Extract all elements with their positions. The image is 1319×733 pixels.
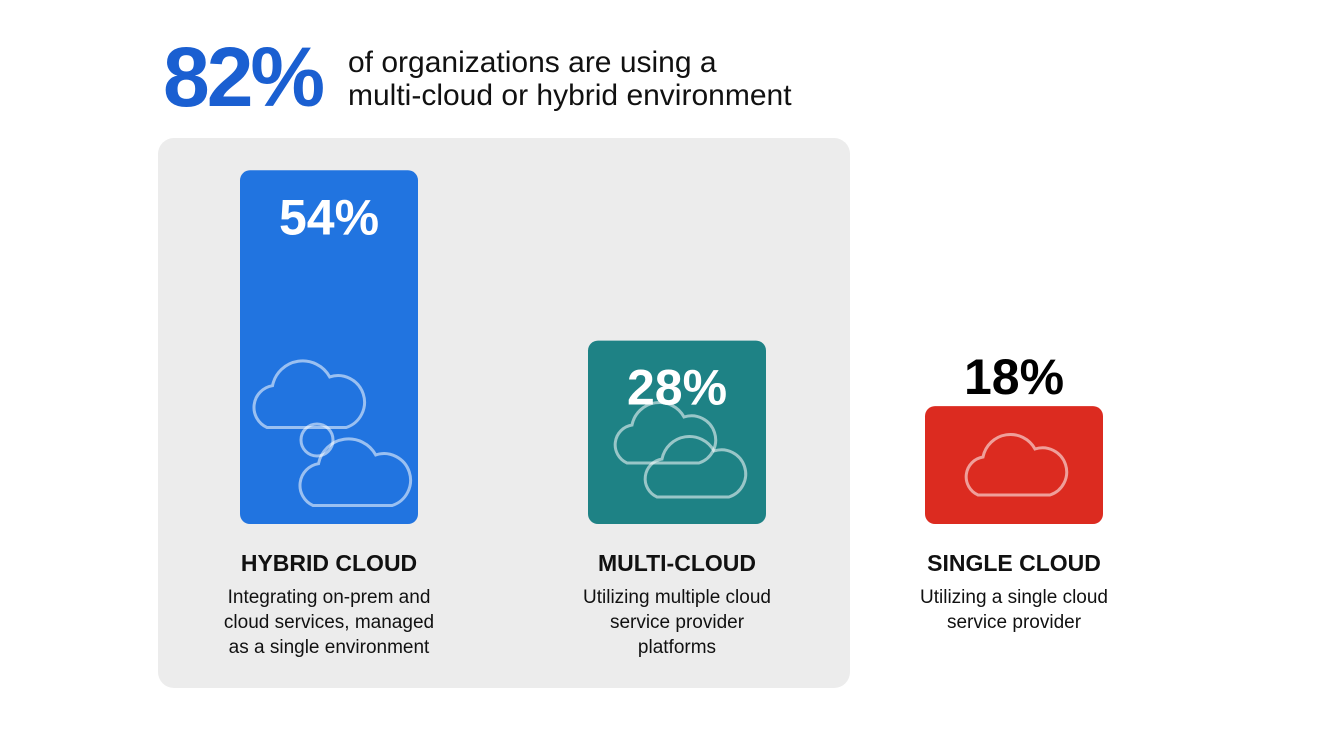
description: cloud services, managed <box>224 612 434 633</box>
cloud-icon <box>643 434 748 499</box>
description: as a single environment <box>229 637 430 658</box>
bar <box>240 170 418 525</box>
description: Utilizing multiple cloud <box>583 587 771 608</box>
cloud-icon <box>298 437 413 507</box>
value-label: 54% <box>279 189 379 245</box>
headline: 82% <box>163 30 323 124</box>
category-label: HYBRID CLOUD <box>241 550 417 576</box>
bar <box>588 340 766 524</box>
value-label: 18% <box>964 349 1064 405</box>
cloud-icon <box>613 400 718 465</box>
category-label: SINGLE CLOUD <box>927 550 1101 576</box>
description: service provider <box>947 612 1082 633</box>
bar <box>925 406 1103 524</box>
subtitle: of organizations are using a <box>348 46 717 79</box>
description: platforms <box>638 637 716 658</box>
cloud-icon <box>964 432 1069 497</box>
category-label: MULTI-CLOUD <box>598 550 756 576</box>
cloud-icon <box>252 359 367 429</box>
subtitle: multi-cloud or hybrid environment <box>348 79 792 112</box>
description: Utilizing a single cloud <box>920 587 1108 608</box>
description: Integrating on-prem and <box>228 587 431 608</box>
description: service provider <box>610 612 745 633</box>
sync-icon <box>299 422 335 458</box>
